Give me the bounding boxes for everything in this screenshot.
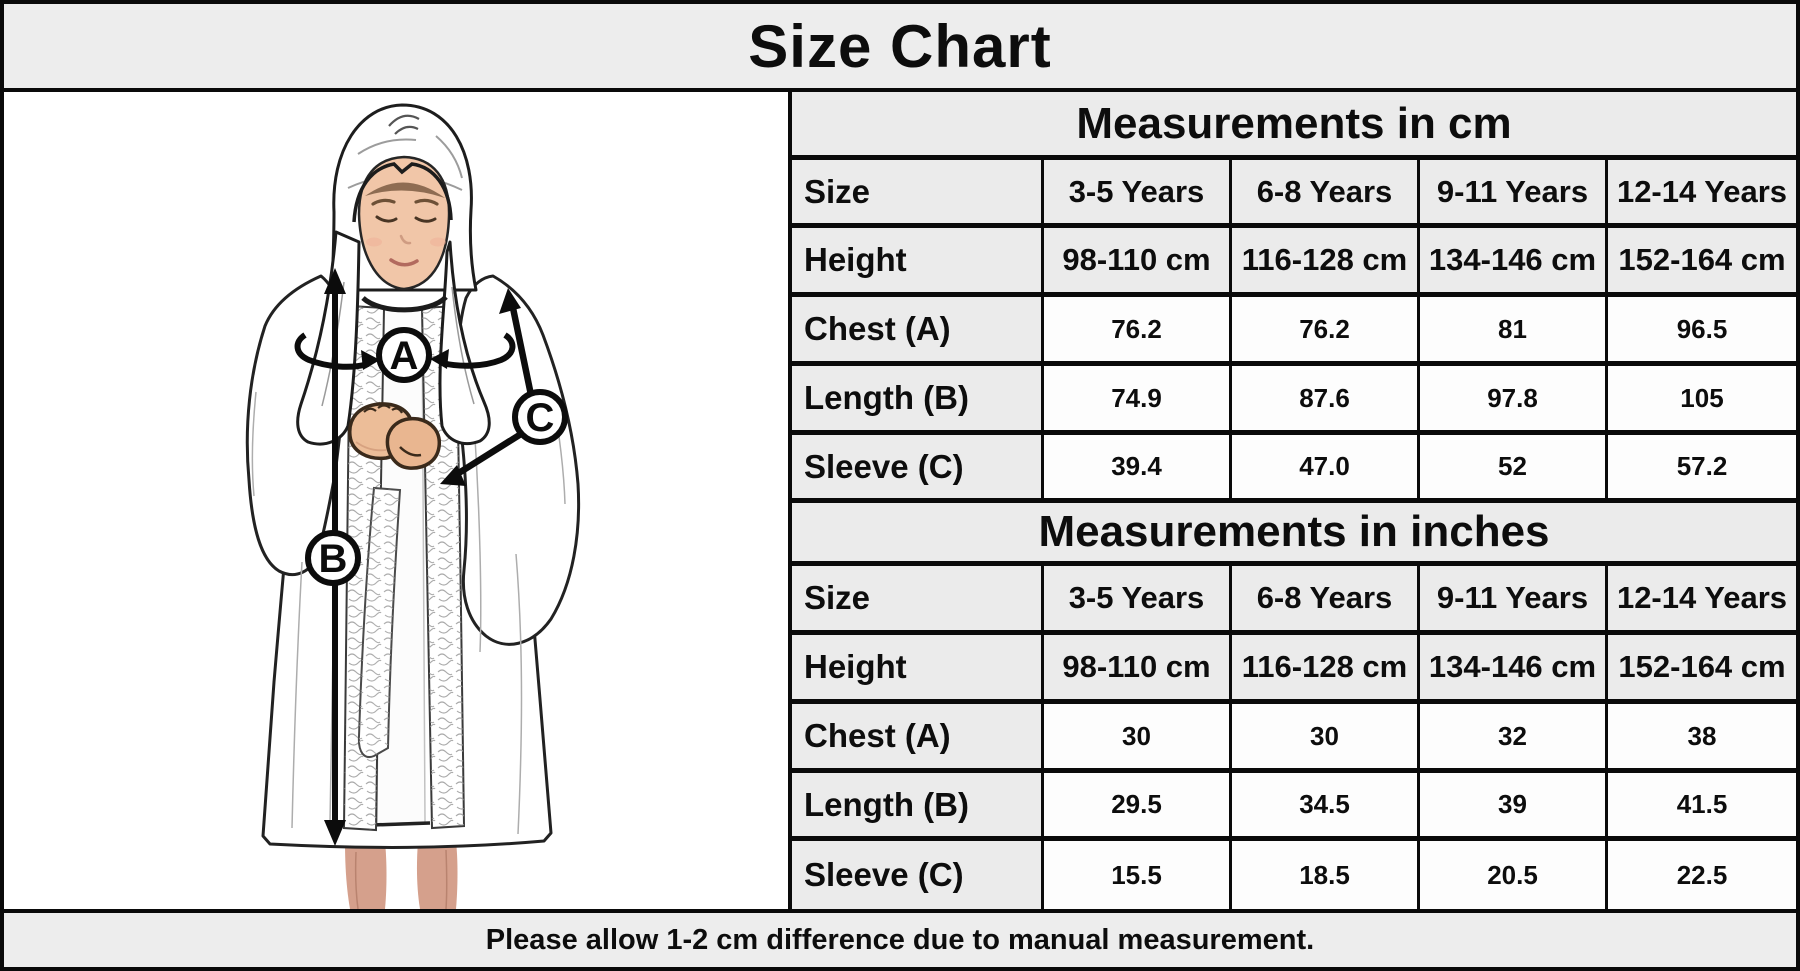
table-cell: 18.5 bbox=[1232, 841, 1420, 909]
clasped-hands bbox=[348, 402, 442, 470]
measurements-table-area: Measurements in cm Size 3-5 Years 6-8 Ye… bbox=[788, 92, 1796, 909]
table-cell: 134-146 cm bbox=[1420, 228, 1608, 297]
badge-circle-b bbox=[305, 530, 361, 586]
column-header: 12-14 Years bbox=[1608, 160, 1796, 228]
table-cell: 98-110 cm bbox=[1044, 635, 1232, 704]
table-cell: 15.5 bbox=[1044, 841, 1232, 909]
child-legs bbox=[345, 841, 458, 909]
table-cell: 152-164 cm bbox=[1608, 635, 1796, 704]
badge-letter-c: C bbox=[526, 396, 555, 440]
section-title-inches: Measurements in inches bbox=[792, 503, 1796, 566]
table-cell: 47.0 bbox=[1232, 435, 1420, 503]
column-header: 9-11 Years bbox=[1420, 160, 1608, 228]
title-bar: Size Chart bbox=[4, 4, 1796, 92]
row-label-length: Length (B) bbox=[792, 366, 1044, 435]
table-cell: 20.5 bbox=[1420, 841, 1608, 909]
chest-arrow-left bbox=[294, 332, 369, 370]
hood-edge bbox=[352, 162, 453, 223]
table-cell: 116-128 cm bbox=[1232, 635, 1420, 704]
table-cell: 105 bbox=[1608, 366, 1796, 435]
row-label-size: Size bbox=[792, 160, 1044, 228]
table-cell: 32 bbox=[1420, 704, 1608, 773]
row-label-height: Height bbox=[792, 635, 1044, 704]
column-header: 6-8 Years bbox=[1232, 566, 1420, 635]
table-cell: 52 bbox=[1420, 435, 1608, 503]
table-cell: 76.2 bbox=[1232, 297, 1420, 366]
robe-fold-lines bbox=[251, 391, 566, 835]
neckline bbox=[361, 295, 448, 313]
table-cell: 30 bbox=[1044, 704, 1232, 773]
child-face bbox=[352, 155, 453, 313]
column-header: 3-5 Years bbox=[1044, 566, 1232, 635]
costume-measurement-illustration: A B C bbox=[245, 103, 581, 909]
section-title-cm: Measurements in cm bbox=[792, 92, 1796, 160]
table-cell: 116-128 cm bbox=[1232, 228, 1420, 297]
main-content: A B C Measurements in cm Size 3-5 Years … bbox=[4, 92, 1796, 909]
table-cell: 87.6 bbox=[1232, 366, 1420, 435]
badge-letter-b: B bbox=[319, 537, 348, 581]
sleeve-arrow-lower bbox=[452, 431, 523, 479]
row-label-length: Length (B) bbox=[792, 773, 1044, 841]
table-cell: 38 bbox=[1608, 704, 1796, 773]
table-cell: 98-110 cm bbox=[1044, 228, 1232, 297]
table-cell: 39.4 bbox=[1044, 435, 1232, 503]
table-cell: 34.5 bbox=[1232, 773, 1420, 841]
row-label-sleeve: Sleeve (C) bbox=[792, 841, 1044, 909]
measurement-badges: A B C bbox=[305, 327, 568, 586]
table-cell: 39 bbox=[1420, 773, 1608, 841]
footer-note-bar: Please allow 1-2 cm difference due to ma… bbox=[4, 909, 1796, 967]
column-header: 12-14 Years bbox=[1608, 566, 1796, 635]
table-cell: 41.5 bbox=[1608, 773, 1796, 841]
table-cell: 97.8 bbox=[1420, 366, 1608, 435]
closed-eyes bbox=[375, 215, 437, 223]
table-cell: 74.9 bbox=[1044, 366, 1232, 435]
length-arrow-head-bottom bbox=[324, 820, 346, 846]
table-cell: 81 bbox=[1420, 297, 1608, 366]
row-label-sleeve: Sleeve (C) bbox=[792, 435, 1044, 503]
row-label-height: Height bbox=[792, 228, 1044, 297]
mouth bbox=[389, 258, 419, 267]
badge-circle-a bbox=[376, 327, 432, 383]
table-cell: 96.5 bbox=[1608, 297, 1796, 366]
sleeve-arrow-upper bbox=[509, 307, 535, 396]
length-arrow-head-top bbox=[324, 268, 346, 294]
chest-arrow-right bbox=[441, 332, 516, 369]
page-title: Size Chart bbox=[748, 12, 1052, 80]
table-cell: 30 bbox=[1232, 704, 1420, 773]
table-cell: 152-164 cm bbox=[1608, 228, 1796, 297]
badge-letter-a: A bbox=[390, 334, 419, 378]
badge-circle-c bbox=[512, 389, 568, 445]
table-cell: 134-146 cm bbox=[1420, 635, 1608, 704]
row-label-size: Size bbox=[792, 566, 1044, 635]
size-chart-table: Measurements in cm Size 3-5 Years 6-8 Ye… bbox=[792, 92, 1796, 909]
size-guide-figure-panel: A B C bbox=[4, 92, 788, 909]
table-cell: 76.2 bbox=[1044, 297, 1232, 366]
row-label-chest: Chest (A) bbox=[792, 704, 1044, 773]
measurement-disclaimer: Please allow 1-2 cm difference due to ma… bbox=[485, 923, 1315, 956]
nose bbox=[399, 234, 412, 245]
table-cell: 22.5 bbox=[1608, 841, 1796, 909]
column-header: 3-5 Years bbox=[1044, 160, 1232, 228]
hair bbox=[365, 182, 445, 198]
eyebrows bbox=[371, 198, 439, 206]
column-header: 9-11 Years bbox=[1420, 566, 1608, 635]
row-label-chest: Chest (A) bbox=[792, 297, 1044, 366]
table-cell: 29.5 bbox=[1044, 773, 1232, 841]
table-cell: 57.2 bbox=[1608, 435, 1796, 503]
tunic-and-trim bbox=[342, 304, 466, 832]
column-header: 6-8 Years bbox=[1232, 160, 1420, 228]
